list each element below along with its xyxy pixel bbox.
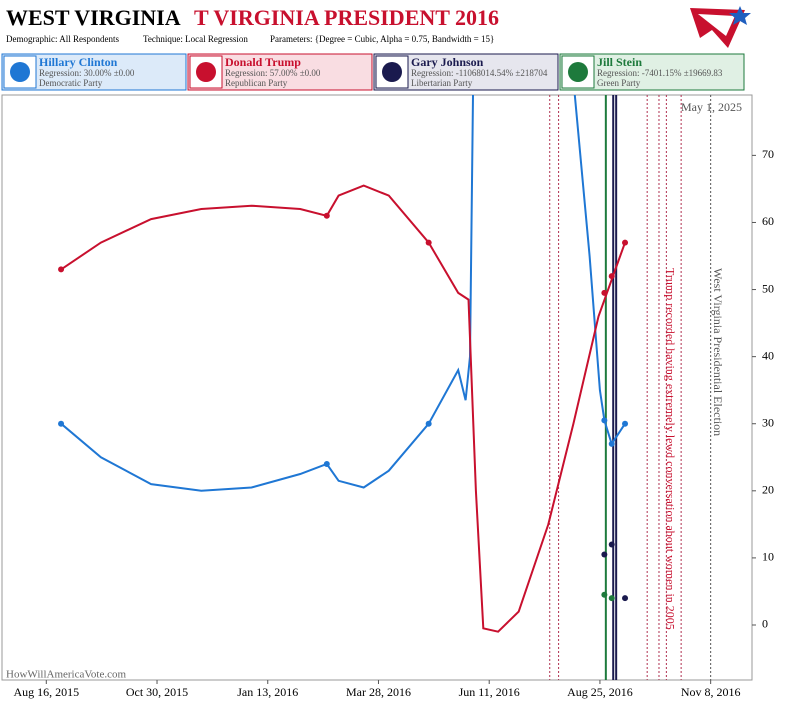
poll-point <box>608 273 615 280</box>
legend-party: Democratic Party <box>39 78 103 88</box>
poll-point <box>323 212 330 219</box>
y-tick-label: 0 <box>762 617 768 631</box>
parameter: Demographic: All Respondents <box>6 34 119 44</box>
y-tick-label: 40 <box>762 348 774 362</box>
legend-name: Jill Stein <box>597 55 642 69</box>
annotation: Trump recorded having extremely lewd con… <box>664 268 678 630</box>
poll-point <box>58 420 65 427</box>
legend-icon-glyph <box>568 62 588 82</box>
date-label: May 1, 2025 <box>681 100 742 114</box>
poll-point <box>425 239 432 246</box>
poll-point <box>622 420 629 427</box>
legend-regression: Regression: 57.00% ±0.00 <box>225 68 321 78</box>
poll-point <box>601 551 608 558</box>
parameter: Parameters: {Degree = Cubic, Alpha = 0.7… <box>270 34 494 44</box>
legend-name: Gary Johnson <box>411 55 484 69</box>
y-tick-label: 20 <box>762 483 774 497</box>
y-tick-label: 50 <box>762 281 774 295</box>
poll-point <box>608 595 615 602</box>
x-tick-label: Oct 30, 2015 <box>126 685 188 699</box>
poll-point <box>622 239 629 246</box>
legend-party: Green Party <box>597 78 641 88</box>
parameter: Technique: Local Regression <box>143 34 248 44</box>
x-tick-label: Jan 13, 2016 <box>237 685 298 699</box>
x-tick-label: Aug 16, 2015 <box>13 685 79 699</box>
x-tick-label: Jun 11, 2016 <box>459 685 520 699</box>
x-tick-label: Mar 28, 2016 <box>346 685 411 699</box>
y-tick-label: 10 <box>762 550 774 564</box>
plot-frame <box>1 94 753 681</box>
poll-point <box>323 460 330 467</box>
logo <box>690 6 751 48</box>
y-tick-label: 70 <box>762 147 774 161</box>
legend-icon-glyph <box>10 62 30 82</box>
x-tick-label: Nov 8, 2016 <box>681 685 741 699</box>
poll-point <box>608 541 615 548</box>
chart-subtitle: T VIRGINIA PRESIDENT 2016 <box>194 5 499 30</box>
poll-point <box>58 266 65 273</box>
poll-point <box>608 440 615 447</box>
legend-icon-glyph <box>196 62 216 82</box>
legend-icon-glyph <box>382 62 402 82</box>
poll-point <box>601 591 608 598</box>
poll-point <box>601 289 608 296</box>
legend-party: Republican Party <box>225 78 288 88</box>
plot-area <box>58 95 712 680</box>
legend-name: Hillary Clinton <box>39 55 118 69</box>
annotation: West Virginia Presidential Election <box>711 268 725 436</box>
y-tick-label: 30 <box>762 415 774 429</box>
legend-regression: Regression: -11068014.54% ±218704 <box>411 68 548 78</box>
legend-name: Donald Trump <box>225 55 301 69</box>
poll-point <box>622 595 629 602</box>
poll-point <box>425 420 432 427</box>
poll-point <box>601 417 608 424</box>
watermark: HowWillAmericaVote.com <box>6 669 126 681</box>
regression-line <box>60 184 626 633</box>
x-tick-label: Aug 25, 2016 <box>567 685 633 699</box>
regression-line <box>60 95 626 492</box>
chart-title: WEST VIRGINIA <box>6 5 181 30</box>
legend-regression: Regression: 30.00% ±0.00 <box>39 68 135 78</box>
legend-regression: Regression: -7401.15% ±19669.83 <box>597 68 723 78</box>
legend-party: Libertarian Party <box>411 78 473 88</box>
y-tick-label: 60 <box>762 214 774 228</box>
